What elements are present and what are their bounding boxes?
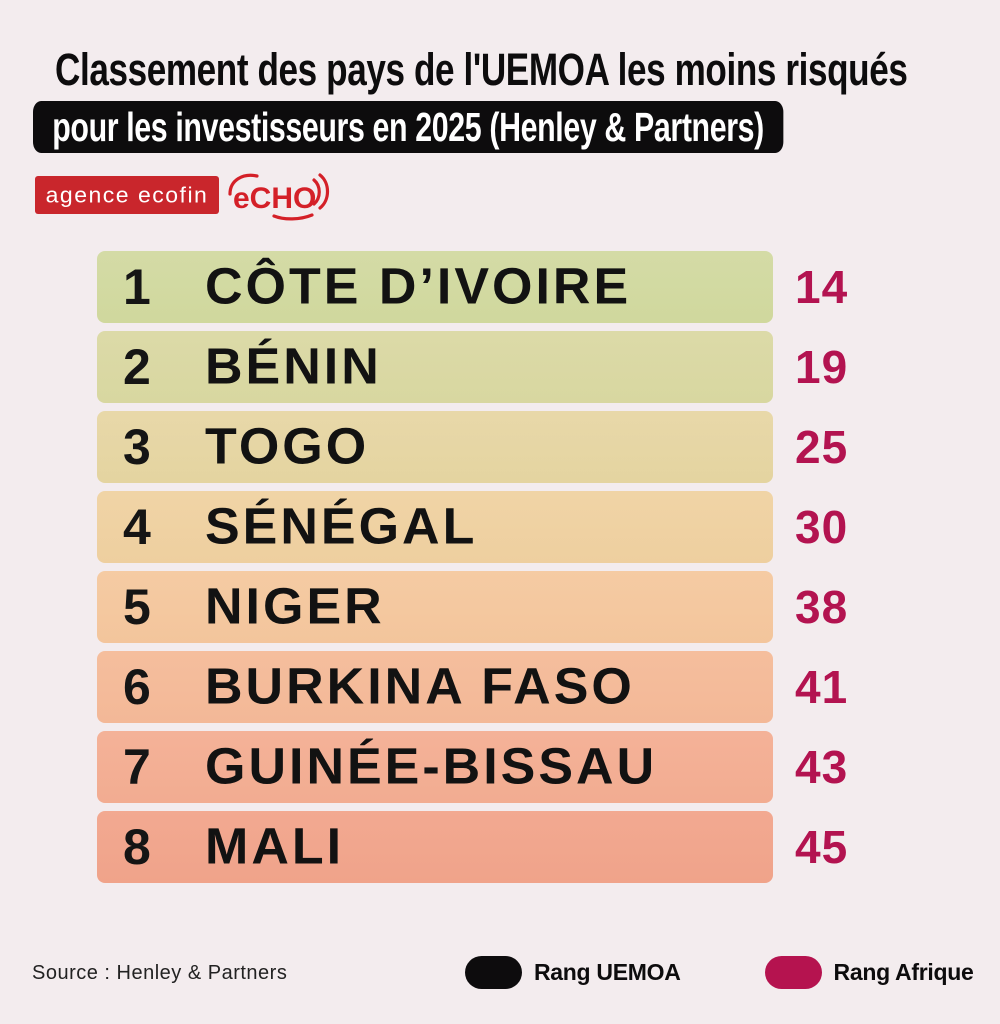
ranking-table: 1 CÔTE D’IVOIRE 14 2 BÉNIN 19 3 TOGO 25 4 SÉNÉGAL 3… [97,251,977,891]
table-row: 3 TOGO 25 [97,411,977,483]
country-name: NIGER [205,578,385,636]
country-name: GUINÉE-BISSAU [205,738,658,796]
rang-afrique-swatch [764,956,822,989]
echo-swoosh-bottom-icon [272,213,314,221]
rank-afrique-value: 45 [795,821,849,873]
legend-label-rang-uemoa: Rang UEMOA [534,959,681,985]
agence-ecofin-logo: agence ecofin [35,176,219,214]
rank-afrique-value: 38 [795,581,849,633]
echo-logo-text: eCHO [233,182,316,215]
legend-item-rang-afrique: Rang Afrique [764,956,974,989]
legend: Rang UEMOA Rang Afrique [465,956,974,989]
rank-uemoa-value: 8 [123,819,151,875]
table-row: 7 GUINÉE-BISSAU 43 [97,731,977,803]
table-row: 1 CÔTE D’IVOIRE 14 [97,251,977,323]
rank-uemoa-value: 3 [123,419,151,475]
country-bar: 8 MALI [97,811,773,883]
country-bar: 7 GUINÉE-BISSAU [97,731,773,803]
table-row: 5 NIGER 38 [97,571,977,643]
agence-ecofin-logo-text: agence ecofin [45,182,209,207]
rank-uemoa-value: 6 [123,659,151,715]
table-row: 6 BURKINA FASO 41 [97,651,977,723]
subtitle-text: pour les investisseurs en 2025 (Henley &… [52,103,764,150]
subtitle-banner: pour les investisseurs en 2025 (Henley &… [33,101,784,153]
rang-uemoa-swatch [465,956,522,989]
country-name: TOGO [205,418,370,476]
table-row: 4 SÉNÉGAL 30 [97,491,977,563]
page-title: Classement des pays de l'UEMOA les moins… [55,44,908,95]
echo-logo: eCHO [226,170,338,222]
country-bar: 3 TOGO [97,411,773,483]
country-bar: 6 BURKINA FASO [97,651,773,723]
rank-afrique-value: 30 [795,501,849,553]
table-row: 2 BÉNIN 19 [97,331,977,403]
country-bar: 1 CÔTE D’IVOIRE [97,251,773,323]
country-name: BURKINA FASO [205,658,635,716]
country-name: MALI [205,818,345,876]
rank-uemoa-value: 2 [123,339,151,395]
rank-afrique-value: 41 [795,661,849,713]
rank-uemoa-value: 1 [123,259,151,315]
rank-afrique-value: 14 [795,261,849,313]
echo-swoosh-top-left-icon [228,173,259,196]
rank-afrique-value: 25 [795,421,849,473]
country-name: BÉNIN [205,338,382,396]
echo-logo-graphic: eCHO [228,173,330,221]
rank-uemoa-value: 5 [123,579,151,635]
country-name: CÔTE D’IVOIRE [205,258,632,316]
rank-uemoa-value: 4 [123,499,151,555]
country-bar: 4 SÉNÉGAL [97,491,773,563]
rank-afrique-value: 43 [795,741,849,793]
country-bar: 2 BÉNIN [97,331,773,403]
country-bar: 5 NIGER [97,571,773,643]
table-row: 8 MALI 45 [97,811,977,883]
source-note: Source : Henley & Partners [32,962,288,984]
echo-swoosh-right-inner-icon [312,178,321,206]
rank-uemoa-value: 7 [123,739,151,795]
country-name: SÉNÉGAL [205,498,478,556]
legend-label-rang-afrique: Rang Afrique [833,959,974,985]
echo-swoosh-right-outer-icon [318,173,330,210]
legend-item-rang-uemoa: Rang UEMOA [465,956,681,989]
rank-afrique-value: 19 [795,341,849,393]
